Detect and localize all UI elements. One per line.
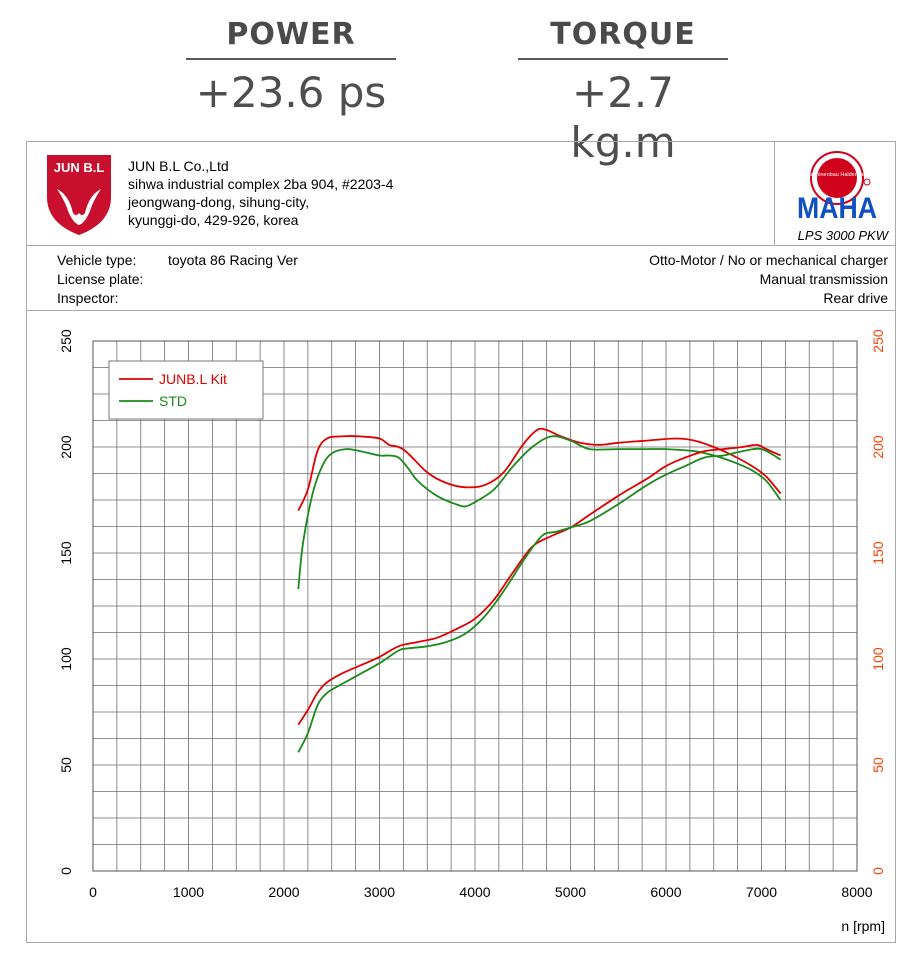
torque-stat: TORQUE +2.7 kg.m xyxy=(518,14,728,168)
y-tick-label-right: 100 xyxy=(870,647,886,671)
license-plate-label: License plate: xyxy=(57,271,144,287)
vehicle-type-label: Vehicle type: xyxy=(57,252,137,268)
power-label: POWER xyxy=(226,17,356,52)
dyno-model: LPS 3000 PKW xyxy=(797,228,888,243)
maha-logo-text: MAHA xyxy=(797,192,877,220)
legend-label: JUNB.L Kit xyxy=(159,371,227,387)
junbl-logo-text: JUN B.L xyxy=(54,160,105,175)
x-tick-label: 7000 xyxy=(746,884,777,900)
series-line-torque-std xyxy=(297,447,782,753)
series-line-power-std xyxy=(297,435,782,590)
power-stat: POWER +23.6 ps xyxy=(186,14,396,118)
maha-ring-text: Maschinenbau Haldenwang xyxy=(803,172,871,178)
dyno-chart: 0 1000 2000 3000 4000 5000 6000 7000 80000501001… xyxy=(58,329,886,934)
plot-grid xyxy=(92,340,858,872)
address-line-2: jeongwang-dong, sihung-city, xyxy=(128,194,310,210)
address-line-3: kyunggi-do, 429-926, korea xyxy=(128,212,299,228)
transmission-type: Manual transmission xyxy=(759,271,888,287)
address-line-1: sihwa industrial complex 2ba 904, #2203-… xyxy=(128,176,394,192)
x-tick-label: 1000 xyxy=(173,884,204,900)
company-address: JUN B.L Co.,Ltd sihwa industrial complex… xyxy=(128,157,393,229)
torque-value: +2.7 kg.m xyxy=(570,68,676,167)
x-tick-label: 8000 xyxy=(841,884,872,900)
y-tick-label-left: 250 xyxy=(58,329,74,353)
vehicle-type-value: toyota 86 Racing Ver xyxy=(168,252,298,268)
report-header: JUN B.L JUN B.L Co.,Ltd sihwa industrial… xyxy=(27,142,895,246)
x-tick-label: 6000 xyxy=(650,884,681,900)
y-tick-label-left: 0 xyxy=(58,867,74,875)
y-tick-label-left: 50 xyxy=(58,757,74,773)
y-tick-label-left: 150 xyxy=(58,541,74,565)
series-line-torque-kit xyxy=(297,443,781,726)
junbl-logo: JUN B.L xyxy=(47,155,111,235)
torque-divider xyxy=(518,58,728,60)
y-tick-label-right: 0 xyxy=(870,867,886,875)
drive-type: Rear drive xyxy=(823,290,888,306)
x-tick-label: 4000 xyxy=(459,884,490,900)
y-tick-label-left: 200 xyxy=(58,435,74,459)
y-tick-label-right: 200 xyxy=(870,435,886,459)
inspector-label: Inspector: xyxy=(57,290,119,306)
dyno-report: JUN B.L JUN B.L Co.,Ltd sihwa industrial… xyxy=(26,141,896,943)
power-value: +23.6 ps xyxy=(195,68,387,117)
torque-label: TORQUE xyxy=(550,17,696,52)
x-tick-label: 3000 xyxy=(364,884,395,900)
company-name: JUN B.L Co.,Ltd xyxy=(128,158,229,174)
y-tick-label-right: 50 xyxy=(870,757,886,773)
x-tick-label: 0 xyxy=(89,884,97,900)
power-divider xyxy=(186,58,396,60)
legend-label: STD xyxy=(159,393,187,409)
series-line-power-kit xyxy=(297,427,782,511)
engine-type: Otto-Motor / No or mechanical charger xyxy=(649,252,888,268)
x-tick-label: 5000 xyxy=(555,884,586,900)
maha-logo: Maschinenbau Haldenwang MAHA xyxy=(797,151,877,220)
maha-box: Maschinenbau Haldenwang MAHA LPS 3000 PK… xyxy=(774,142,895,245)
y-tick-label-right: 250 xyxy=(870,329,886,353)
legend-box xyxy=(108,360,264,420)
vehicle-info: Vehicle type: toyota 86 Racing Ver Licen… xyxy=(27,246,895,311)
x-axis-label: n [rpm] xyxy=(841,918,885,934)
y-tick-label-right: 150 xyxy=(870,541,886,565)
plot-frame xyxy=(92,340,858,872)
y-tick-label-left: 100 xyxy=(58,647,74,671)
x-tick-label: 2000 xyxy=(268,884,299,900)
